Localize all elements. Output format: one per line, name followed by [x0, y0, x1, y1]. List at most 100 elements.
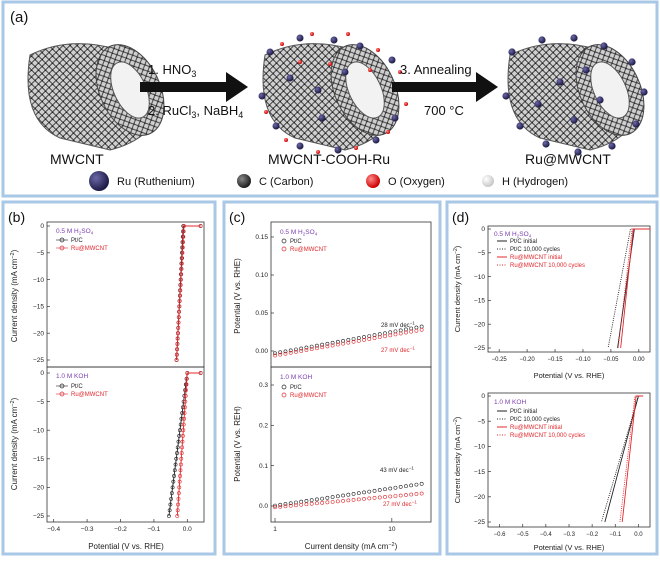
c-top-ptc-point — [309, 344, 314, 349]
b-bot-ytick-label: −20 — [33, 485, 44, 492]
c-bot-ptc-point — [346, 492, 351, 497]
c-bot-legend-ptc-marker — [281, 384, 287, 390]
b-bot-ru-curve-point — [176, 502, 180, 507]
c-bot-ptc-point — [283, 502, 288, 506]
d-bottom-ylabel: Current density (mA cm−2) — [453, 416, 462, 503]
c-bot-ptc-point — [356, 491, 361, 496]
b-bot-ptc-curve-point — [173, 462, 178, 467]
c-bot-ptc-point — [341, 493, 345, 498]
b-top-ru-curve-point — [177, 304, 182, 309]
ru-atom — [508, 48, 516, 56]
b-top-ru-curve-point — [179, 266, 184, 271]
ru-atom — [556, 78, 564, 86]
oxygen-atom-icon — [366, 174, 380, 188]
ru-atom — [640, 88, 648, 96]
b-xlabel: Potential (V vs. RHE) — [88, 542, 164, 551]
b-bot-ru-curve-point — [182, 405, 187, 410]
ru-mwcnt-tube — [502, 34, 648, 156]
ru-atom — [318, 114, 326, 122]
b-bot-ru-curve-point — [175, 508, 180, 513]
b-top-legend-ptc: Pt/C — [71, 238, 83, 244]
c-top-ru-point — [273, 353, 277, 358]
d-top-ytick-label: −15 — [474, 298, 485, 305]
b-bot-ru-curve-point — [198, 371, 203, 375]
d-bot-legend-ru-cycles: Ru@MWCNT 10,000 cycles — [510, 433, 585, 439]
c-top-ptc-point — [294, 347, 298, 352]
c-top-ytick-label: 0.00 — [255, 348, 268, 355]
c-bot-ru-point — [351, 497, 356, 502]
c-bot-ptc-point — [325, 495, 330, 500]
b-bot-ru-curve-point — [181, 428, 186, 433]
c-bot-ptc-point — [294, 500, 298, 505]
c-top-ru-point — [309, 347, 314, 352]
c-bot-ru-point — [398, 493, 403, 498]
b-bot-ru-curve-point — [182, 411, 187, 415]
d-top-xtick-label: −0.15 — [547, 357, 563, 363]
c-top-ru-point — [304, 348, 309, 352]
hydrogen-atom-icon — [482, 175, 494, 187]
d-bot-ptc-cycles-curve — [600, 395, 644, 523]
ru-atom — [534, 100, 542, 108]
c-bot-ru-point — [383, 495, 387, 499]
legend-ru: Ru (Ruthenium) — [117, 176, 195, 188]
ru-atom — [286, 74, 294, 82]
c-top-ptc-point — [315, 343, 319, 348]
b-xtick-label: −0.1 — [147, 526, 160, 533]
ru-atom — [632, 120, 640, 128]
b-bot-ru-curve-point — [184, 382, 189, 387]
c-top-ytick-label: 0.05 — [255, 310, 268, 317]
c-top-legend-ru: Ru@MWCNT — [290, 247, 327, 253]
panel-c-letter: (c) — [229, 209, 245, 225]
b-top-ytick-label: 0 — [40, 223, 44, 230]
c-top-legend-ptc-marker — [281, 238, 287, 244]
c-top-ptc-point — [299, 346, 304, 351]
c-top-ptc-point — [367, 334, 372, 339]
c-bottom-axes — [270, 366, 432, 523]
c-top-ptc-point — [278, 350, 283, 355]
c-top-ptc-point — [362, 335, 366, 339]
c-bot-ptc-point — [388, 486, 393, 491]
b-bot-ptc-curve-point — [175, 451, 179, 455]
d-top-electrolyte: 0.5 M H2SO4 — [494, 231, 532, 239]
b-bot-ptc-curve-point — [172, 474, 176, 478]
d-top-axes — [487, 225, 651, 353]
c-bot-ru-point — [409, 492, 414, 497]
ru-atom — [258, 92, 266, 100]
d-bot-legend-ru-initial: Ru@MWCNT initial — [510, 425, 562, 431]
b-bot-ru-curve-point — [180, 434, 185, 438]
c-top-ru-point — [414, 328, 419, 333]
ru-atom — [570, 34, 578, 42]
c-bot-ru-point — [367, 496, 372, 501]
b-bot-ru-curve-point — [180, 439, 185, 444]
d-top-ytick-label: −5 — [478, 250, 486, 257]
label-mwcnt-cooh-ru: MWCNT-COOH-Ru — [268, 151, 390, 167]
b-top-ru-curve-point — [174, 358, 179, 362]
b-bot-ytick-label: −15 — [33, 456, 44, 463]
panel-b-plots: 0 −5 −10 −15 −20 −25 0 −5 −10 −15 −20 −25 −0.4 −0.3… — [10, 221, 205, 551]
b-top-ru-curve-point — [176, 315, 181, 320]
ru-atom — [314, 86, 322, 94]
b-bot-ytick-label: 0 — [40, 370, 44, 377]
c-bot-ptc-point — [320, 496, 325, 501]
b-top-ru-curve-point — [176, 325, 181, 330]
b-bot-ru-curve-point — [183, 399, 188, 404]
c-top-ru-point — [356, 338, 361, 343]
c-top-ru-point — [351, 339, 356, 344]
b-bot-ptc-curve-point — [167, 514, 171, 518]
c-top-ptc-point — [346, 338, 351, 342]
c-top-ru-point — [278, 352, 283, 357]
d-top-ytick-label: −20 — [474, 321, 485, 328]
b-top-legend-ru: Ru@MWCNT — [71, 246, 108, 252]
b-top-ru-curve-point — [181, 234, 186, 239]
panel-b-letter: (b) — [8, 209, 25, 225]
c-top-ru-point — [294, 349, 298, 354]
d-bot-xtick-label: −0.2 — [586, 532, 599, 538]
step3-text: 3. Annealing — [400, 62, 472, 77]
d-bottom-electrolyte: 1.0 M KOH — [494, 399, 526, 406]
oxygen-atom — [298, 60, 302, 64]
b-bot-ptc-curve-point — [174, 456, 179, 461]
c-top-legend-ru-marker — [281, 246, 287, 252]
b-bot-ru-curve-point — [180, 445, 184, 450]
d-top-xtick-label: −0.05 — [603, 357, 619, 363]
